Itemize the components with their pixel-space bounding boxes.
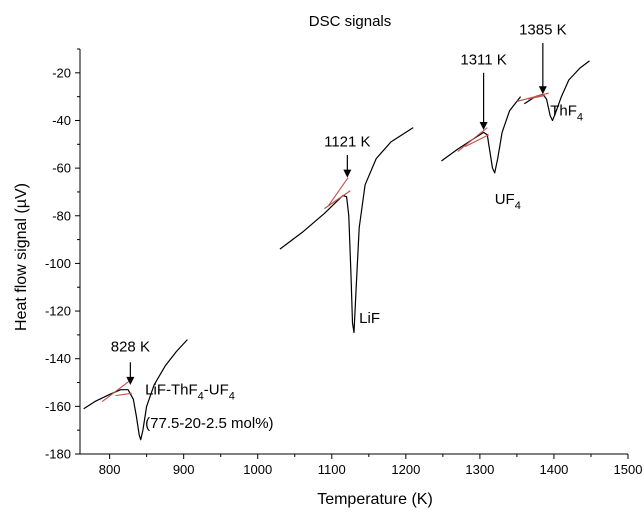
x-tick-label: 1400 [539,462,568,477]
y-tick-label: -80 [52,208,71,223]
x-tick-label: 1100 [318,462,346,477]
y-tick-label: -140 [45,351,71,366]
y-tick-label: -120 [45,304,71,319]
tangent-line [464,134,490,148]
peak-label: LiF [359,310,380,327]
x-tick-label: 1500 [614,462,643,477]
transition-temperature-label: 1121 K [324,134,370,151]
transition-temperature-label: 1311 K [460,51,506,68]
peak-label: (77.5-20-2.5 mol%) [145,415,273,432]
dsc-signal-series-2 [279,127,414,334]
annotation-arrowhead [538,86,547,95]
x-axis-label: Temperature (K) [317,491,433,508]
y-axis-label: Heat flow signal (µV) [13,183,30,331]
tangent-line [527,94,546,100]
tangent-line [324,190,351,210]
y-tick-label: -100 [45,256,71,271]
tangent-line [327,177,349,207]
x-tick-label: 900 [173,462,195,477]
transition-temperature-label: 1385 K [519,22,567,39]
peak-label: UF4 [495,191,521,212]
peak-label: LiF-ThF4-UF4 [145,381,235,402]
transition-temperature-label: 828 K [111,339,150,356]
y-tick-label: -60 [52,161,71,176]
dsc-signal-series-3 [441,96,522,174]
tangent-line [101,380,130,403]
x-tick-label: 1300 [465,462,494,477]
y-tick-label: -160 [45,399,71,414]
x-tick-label: 1000 [243,462,272,477]
y-tick-label: -40 [52,113,71,128]
tangent-line [115,392,132,397]
chart-title: DSC signals [309,13,392,30]
x-tick-label: 1200 [391,462,420,477]
y-tick-label: -180 [45,447,71,462]
plot-area: 800 900 1000 1100 1200 1300 1400 1500 -180 -160 -1… [45,22,642,477]
annotation-arrowhead [126,376,135,385]
annotation-arrowhead [479,122,488,130]
peak-label: ThF4 [550,103,583,124]
annotation-arrowhead [343,169,352,178]
tangent-line [457,127,488,152]
x-tick-label: 800 [99,462,121,477]
y-tick-label: -20 [52,65,71,80]
tangent-line [516,92,549,102]
